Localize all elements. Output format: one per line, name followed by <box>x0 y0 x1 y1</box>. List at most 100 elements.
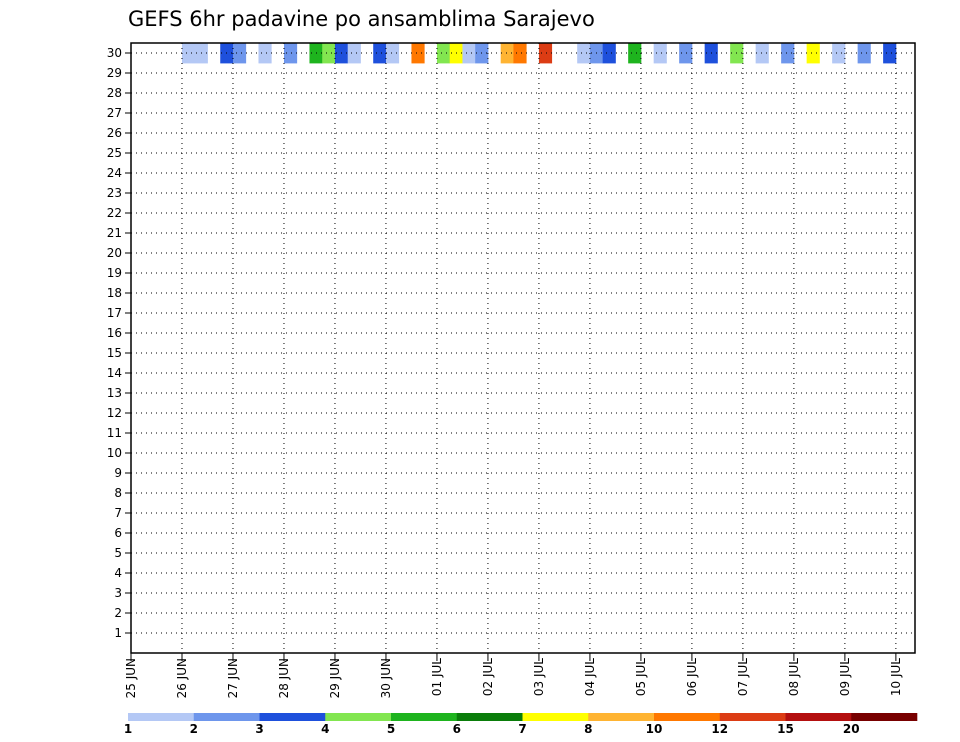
heatmap-cell <box>411 43 425 64</box>
y-axis: 1234567891011121314151617181920212223242… <box>107 46 131 640</box>
heatmap-cell <box>322 43 336 64</box>
heatmap-cell <box>513 43 527 64</box>
colorbar-label: 15 <box>777 722 794 736</box>
colorbar-label: 20 <box>843 722 860 736</box>
y-tick-label: 11 <box>107 426 122 440</box>
x-axis: 25 JUN 26 JUN 27 JUN 28 JUN 29 JUN 30 JUN 01 J… <box>124 653 903 698</box>
y-tick-label: 18 <box>107 286 122 300</box>
y-tick-label: 27 <box>107 106 122 120</box>
colorbar-label: 4 <box>321 722 329 736</box>
x-tick-label: 26 JUN <box>175 658 189 698</box>
heatmap-cell <box>781 43 795 64</box>
y-tick-label: 22 <box>107 206 122 220</box>
colorbar-label: 3 <box>255 722 263 736</box>
heatmap-cell <box>283 43 298 64</box>
heatmap-cell <box>373 43 387 64</box>
colorbar-label: 5 <box>387 722 395 736</box>
colorbar-label: 6 <box>453 722 461 736</box>
colorbar-swatch <box>259 713 326 721</box>
y-tick-label: 15 <box>107 346 122 360</box>
y-tick-label: 17 <box>107 306 122 320</box>
colorbar-label: 8 <box>584 722 592 736</box>
colorbar-label: 1 <box>124 722 132 736</box>
x-tick-label: 07 JUL <box>736 658 750 696</box>
colorbar-label: 7 <box>518 722 526 736</box>
y-tick-label: 25 <box>107 146 122 160</box>
heatmap-cell <box>857 43 871 64</box>
x-tick-label: 10 JUL <box>889 658 903 696</box>
x-tick-label: 06 JUL <box>685 658 699 696</box>
y-tick-label: 24 <box>107 166 122 180</box>
y-tick-label: 2 <box>114 606 122 620</box>
y-tick-label: 5 <box>114 546 122 560</box>
y-tick-label: 29 <box>107 66 122 80</box>
heatmap-cell <box>436 43 451 64</box>
x-tick-label: 05 JUL <box>634 658 648 696</box>
x-tick-label: 08 JUL <box>787 658 801 696</box>
y-tick-label: 8 <box>114 486 122 500</box>
colorbar-swatch <box>654 713 721 721</box>
heatmap-cell <box>232 43 247 64</box>
colorbar-swatch <box>785 713 852 721</box>
heatmap-cell <box>462 43 476 64</box>
heatmap-cell <box>628 43 642 64</box>
y-tick-label: 4 <box>114 566 122 580</box>
gridlines <box>130 43 915 653</box>
y-tick-label: 19 <box>107 266 122 280</box>
y-tick-label: 6 <box>114 526 122 540</box>
colorbar-swatch <box>719 713 786 721</box>
x-tick-label: 03 JUL <box>532 658 546 696</box>
y-tick-label: 16 <box>107 326 122 340</box>
heatmap-cell <box>806 43 820 64</box>
heatmap-cell <box>538 43 553 64</box>
y-tick-label: 26 <box>107 126 122 140</box>
colorbar-swatch <box>588 713 655 721</box>
colorbar-swatch <box>391 713 458 721</box>
y-tick-label: 12 <box>107 406 122 420</box>
heatmap-cell <box>347 43 361 64</box>
heatmap-cell <box>577 43 591 64</box>
y-tick-label: 1 <box>114 626 122 640</box>
heatmap-cells <box>181 43 897 64</box>
colorbar-label: 12 <box>711 722 728 736</box>
heatmap-cell <box>832 43 846 64</box>
x-tick-label: 09 JUL <box>838 658 852 696</box>
colorbar-swatch <box>522 713 589 721</box>
y-tick-label: 21 <box>107 226 122 240</box>
y-tick-label: 7 <box>114 506 122 520</box>
x-tick-label: 25 JUN <box>124 658 138 698</box>
heatmap-cell <box>755 43 769 64</box>
colorbar-label: 10 <box>646 722 663 736</box>
colorbar-swatch <box>851 713 918 721</box>
colorbar-swatch <box>456 713 523 721</box>
heatmap-cell <box>258 43 272 64</box>
x-tick-label: 01 JUL <box>430 658 444 696</box>
x-tick-label: 28 JUN <box>277 658 291 698</box>
y-tick-label: 20 <box>107 246 122 260</box>
x-tick-label: 29 JUN <box>328 658 342 698</box>
heatmap-cell <box>500 43 514 64</box>
heatmap-cell <box>883 43 897 64</box>
plot-frame <box>130 42 916 654</box>
x-tick-label: 04 JUL <box>583 658 597 696</box>
x-tick-label: 30 JUN <box>379 658 393 698</box>
x-tick-label: 27 JUN <box>226 658 240 698</box>
y-tick-label: 28 <box>107 86 122 100</box>
colorbar: 1 2 3 4 5 6 7 8 10 12 15 20 <box>124 713 918 736</box>
y-tick-label: 23 <box>107 186 122 200</box>
heatmap-cell <box>385 43 400 64</box>
colorbar-swatch <box>128 713 195 721</box>
y-tick-label: 30 <box>107 46 122 60</box>
heatmap-cell <box>653 43 667 64</box>
y-tick-label: 9 <box>114 466 122 480</box>
colorbar-swatch <box>193 713 260 721</box>
colorbar-label: 2 <box>190 722 198 736</box>
heatmap-cell <box>602 43 616 64</box>
y-tick-label: 3 <box>114 586 122 600</box>
y-tick-label: 10 <box>107 446 122 460</box>
chart-title: GEFS 6hr padavine po ansamblima Sarajevo <box>128 7 595 31</box>
heatmap-cell <box>181 43 196 64</box>
heatmap-cell <box>679 43 693 64</box>
x-tick-label: 02 JUL <box>481 658 495 696</box>
